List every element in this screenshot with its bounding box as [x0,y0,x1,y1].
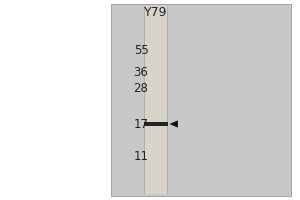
FancyBboxPatch shape [144,122,168,126]
FancyBboxPatch shape [111,4,291,196]
Polygon shape [169,120,178,128]
Text: 17: 17 [134,118,148,132]
Text: Y79: Y79 [144,6,168,20]
Text: 55: 55 [134,45,148,58]
Text: 11: 11 [134,150,148,162]
FancyBboxPatch shape [144,6,145,194]
FancyBboxPatch shape [144,6,168,194]
Text: 28: 28 [134,82,148,95]
FancyBboxPatch shape [167,6,168,194]
Text: 36: 36 [134,66,148,79]
